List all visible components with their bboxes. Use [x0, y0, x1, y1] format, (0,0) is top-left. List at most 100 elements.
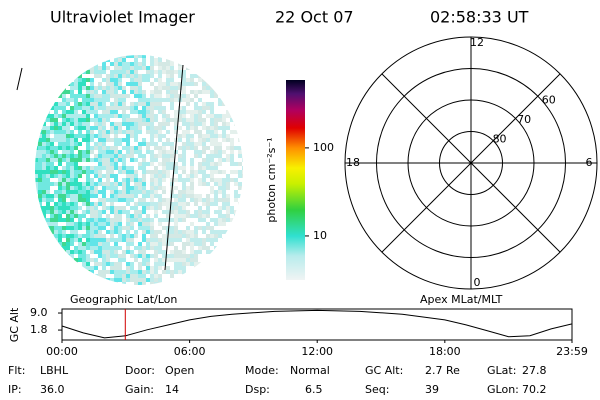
pixel [194, 230, 198, 234]
pixel [66, 158, 70, 162]
pixel [54, 218, 58, 222]
pixel [178, 106, 182, 110]
pixel [234, 262, 238, 266]
pixel [218, 66, 222, 70]
pixel [118, 246, 122, 250]
pixel [74, 62, 78, 66]
pixel [242, 90, 243, 94]
pixel [66, 190, 70, 194]
pixel [226, 258, 230, 262]
pixel [102, 238, 106, 242]
pixel [110, 234, 114, 238]
pixel [106, 106, 110, 110]
pixel [98, 94, 102, 98]
pixel [134, 274, 138, 278]
pixel [142, 258, 146, 262]
pixel [62, 146, 66, 150]
pixel [130, 238, 134, 242]
pixel [54, 158, 58, 162]
pixel [35, 246, 38, 250]
pixel [62, 210, 66, 214]
pixel [238, 154, 242, 158]
colorbar [286, 80, 305, 280]
pixel [98, 138, 102, 142]
pixel [114, 190, 118, 194]
pixel [102, 194, 106, 198]
pixel [238, 250, 242, 254]
pixel [126, 250, 130, 254]
pixel [90, 86, 94, 90]
pixel [206, 226, 210, 230]
pixel [194, 170, 198, 174]
pixel [202, 238, 206, 242]
pixel [66, 254, 70, 258]
pixel [74, 162, 78, 166]
pixel [54, 146, 58, 150]
pixel [138, 278, 142, 282]
pixel [234, 106, 238, 110]
pixel [42, 82, 46, 86]
pixel [38, 158, 42, 162]
pixel [35, 142, 38, 146]
pixel [158, 102, 162, 106]
pixel [78, 114, 82, 118]
pixel [66, 130, 70, 134]
pixel [182, 210, 186, 214]
pixel [134, 270, 138, 274]
pixel [178, 206, 182, 210]
pixel [238, 270, 242, 274]
pixel [134, 230, 138, 234]
pixel [202, 214, 206, 218]
pixel [102, 182, 106, 186]
pixel [38, 130, 42, 134]
pixel [222, 150, 226, 154]
pixel [54, 106, 58, 110]
pixel [110, 138, 114, 142]
pixel [210, 202, 214, 206]
pixel [102, 62, 106, 66]
pixel [42, 210, 46, 214]
pixel [242, 206, 243, 210]
pixel [86, 126, 90, 130]
pixel [82, 154, 86, 158]
pixel [38, 190, 42, 194]
pixel [126, 246, 130, 250]
pixel [162, 150, 166, 154]
pixel [82, 58, 86, 62]
pixel [166, 242, 170, 246]
pixel [194, 102, 198, 106]
pixel [118, 230, 122, 234]
pixel [86, 190, 90, 194]
pixel [134, 246, 138, 250]
pixel [118, 238, 122, 242]
pixel [150, 206, 154, 210]
pixel [166, 206, 170, 210]
pixel [35, 186, 38, 190]
pixel [174, 55, 178, 58]
pixel [35, 262, 38, 266]
pixel [54, 278, 58, 282]
pixel [35, 178, 38, 182]
pixel [90, 55, 94, 58]
pixel [142, 218, 146, 222]
pixel [214, 70, 218, 74]
edge-line [16, 67, 23, 91]
pixel [110, 154, 114, 158]
pixel [74, 170, 78, 174]
pixel [226, 274, 230, 278]
pixel [90, 202, 94, 206]
pixel [214, 246, 218, 250]
pixel [150, 110, 154, 114]
pixel [170, 210, 174, 214]
pixel [154, 158, 158, 162]
pixel [54, 78, 58, 82]
pixel [70, 250, 74, 254]
pixel [222, 86, 226, 90]
pixel [210, 102, 214, 106]
pixel [126, 66, 130, 70]
pixel [126, 278, 130, 282]
pixel [130, 166, 134, 170]
pixel [230, 158, 234, 162]
pixel [198, 150, 202, 154]
pixel [82, 194, 86, 198]
